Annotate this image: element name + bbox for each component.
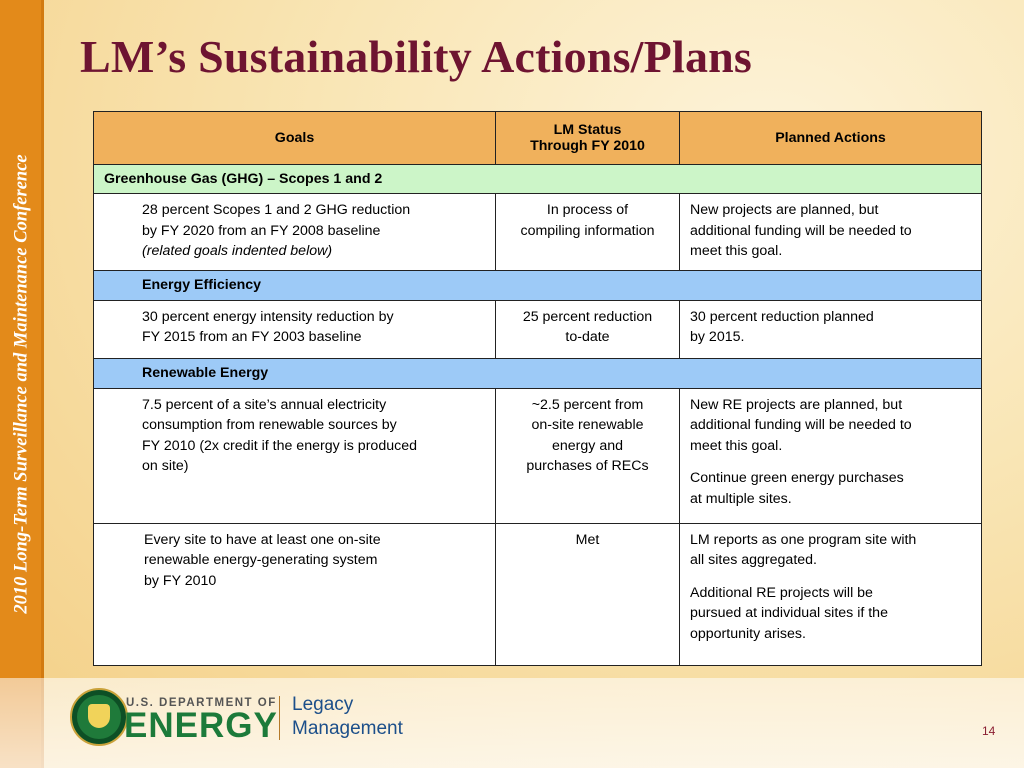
actions-cell: New projects are planned, but additional … bbox=[679, 193, 982, 271]
actions-text: 30 percent reduction planned bbox=[690, 308, 874, 325]
table-row: 28 percent Scopes 1 and 2 GHG reduction b… bbox=[93, 193, 982, 271]
goal-text: 28 percent Scopes 1 and 2 GHG reduction bbox=[142, 202, 411, 218]
header-status-line-2: Through FY 2010 bbox=[530, 138, 645, 154]
table-header-row: Goals LM Status Through FY 2010 Planned A… bbox=[93, 111, 982, 165]
page-number: 14 bbox=[982, 724, 996, 738]
actions-text: New RE projects are planned, but bbox=[690, 396, 903, 413]
actions-paragraph: LM reports as one program site with all s… bbox=[690, 530, 971, 571]
goal-cell: Every site to have at least one on-site r… bbox=[93, 522, 496, 666]
actions-text: meet this goal. bbox=[690, 243, 783, 259]
header-planned-actions: Planned Actions bbox=[679, 111, 982, 165]
actions-text: meet this goal. bbox=[690, 437, 783, 454]
actions-text: at multiple sites. bbox=[690, 490, 792, 507]
doe-label-energy: ENERGY bbox=[124, 706, 278, 745]
actions-text: additional funding will be needed to bbox=[690, 417, 912, 433]
conference-name: 2010 Long-Term Surveillance and Maintena… bbox=[11, 154, 32, 614]
actions-paragraph: Continue green energy purchases at multip… bbox=[690, 468, 971, 509]
goal-cell: 28 percent Scopes 1 and 2 GHG reduction b… bbox=[93, 193, 496, 271]
section-label-renewable-energy: Renewable Energy bbox=[93, 357, 982, 389]
actions-text: Additional RE projects will be bbox=[690, 584, 873, 601]
sidebar-band: 2010 Long-Term Surveillance and Maintena… bbox=[0, 0, 44, 768]
management-label: Management bbox=[292, 718, 403, 739]
slide-title: LM’s Sustainability Actions/Plans bbox=[80, 31, 753, 82]
goal-cell: 30 percent energy intensity reduction by… bbox=[93, 299, 496, 359]
section-label-ghg: Greenhouse Gas (GHG) – Scopes 1 and 2 bbox=[93, 164, 982, 194]
section-row-renewable-energy: Renewable Energy bbox=[93, 357, 982, 389]
actions-text: LM reports as one program site with bbox=[690, 531, 917, 548]
footer-band bbox=[0, 678, 1024, 768]
goal-text: on site) bbox=[142, 458, 189, 474]
status-cell: Met bbox=[495, 522, 680, 666]
actions-text: Continue green energy purchases bbox=[690, 470, 904, 486]
status-cell: ~2.5 percent from on-site renewable energy… bbox=[495, 387, 680, 524]
actions-text: by 2015. bbox=[690, 329, 745, 345]
goal-cell: 7.5 percent of a site’s annual electrici… bbox=[93, 387, 496, 524]
status-cell: In process of compiling information bbox=[495, 193, 680, 271]
actions-paragraph: Additional RE projects will be pursued at… bbox=[690, 583, 971, 645]
actions-cell: LM reports as one program site with all s… bbox=[679, 522, 982, 666]
goal-text: consumption from renewable sources by bbox=[142, 417, 397, 433]
goal-text: by FY 2010 bbox=[144, 572, 217, 589]
sustainability-table: Goals LM Status Through FY 2010 Planned A… bbox=[93, 111, 982, 666]
header-goals: Goals bbox=[93, 111, 496, 165]
logo-divider bbox=[279, 696, 280, 740]
goal-text: 30 percent energy intensity reduction by bbox=[142, 308, 394, 325]
goal-text: renewable energy-generating system bbox=[144, 552, 378, 568]
actions-text: New projects are planned, but bbox=[690, 202, 879, 218]
actions-text: all sites aggregated. bbox=[690, 552, 817, 568]
status-cell: 25 percent reduction to-date bbox=[495, 299, 680, 359]
doe-label-small: U.S. DEPARTMENT OF bbox=[126, 697, 277, 709]
section-row-ghg: Greenhouse Gas (GHG) – Scopes 1 and 2 bbox=[93, 164, 982, 194]
doe-seal-icon bbox=[70, 688, 128, 746]
section-label-energy-efficiency: Energy Efficiency bbox=[93, 269, 982, 301]
header-status-line-1: LM Status bbox=[553, 122, 622, 138]
actions-text: pursued at individual sites if the bbox=[690, 605, 888, 621]
goal-text: FY 2015 from an FY 2003 baseline bbox=[142, 329, 362, 345]
header-lm-status: LM Status Through FY 2010 bbox=[495, 111, 680, 165]
table-row: 7.5 percent of a site’s annual electrici… bbox=[93, 387, 982, 524]
actions-paragraph: New RE projects are planned, but addition… bbox=[690, 395, 971, 457]
status-text: energy and bbox=[552, 437, 623, 454]
status-text: Met bbox=[575, 531, 600, 548]
goal-text: Every site to have at least one on-site bbox=[144, 531, 381, 548]
status-text: purchases of RECs bbox=[526, 458, 649, 474]
status-text: ~2.5 percent from bbox=[531, 396, 644, 413]
status-text: 25 percent reduction bbox=[522, 308, 653, 325]
actions-cell: New RE projects are planned, but addition… bbox=[679, 387, 982, 524]
status-text: to-date bbox=[565, 329, 610, 345]
goal-text: 7.5 percent of a site’s annual electrici… bbox=[142, 396, 387, 413]
actions-text: additional funding will be needed to bbox=[690, 222, 912, 239]
actions-cell: 30 percent reduction planned by 2015. bbox=[679, 299, 982, 359]
goal-text: by FY 2020 from an FY 2008 baseline bbox=[142, 222, 381, 239]
goal-text: FY 2010 (2x credit if the energy is prod… bbox=[142, 437, 417, 454]
legacy-label: Legacy bbox=[292, 694, 354, 715]
section-row-energy-efficiency: Energy Efficiency bbox=[93, 269, 982, 301]
status-text: on-site renewable bbox=[531, 417, 644, 433]
status-text: In process of bbox=[546, 202, 629, 218]
goal-note: (related goals indented below) bbox=[142, 243, 333, 259]
table-row: Every site to have at least one on-site r… bbox=[93, 522, 982, 666]
status-text: compiling information bbox=[520, 222, 655, 239]
table-row: 30 percent energy intensity reduction by… bbox=[93, 299, 982, 359]
actions-text: opportunity arises. bbox=[690, 625, 806, 642]
